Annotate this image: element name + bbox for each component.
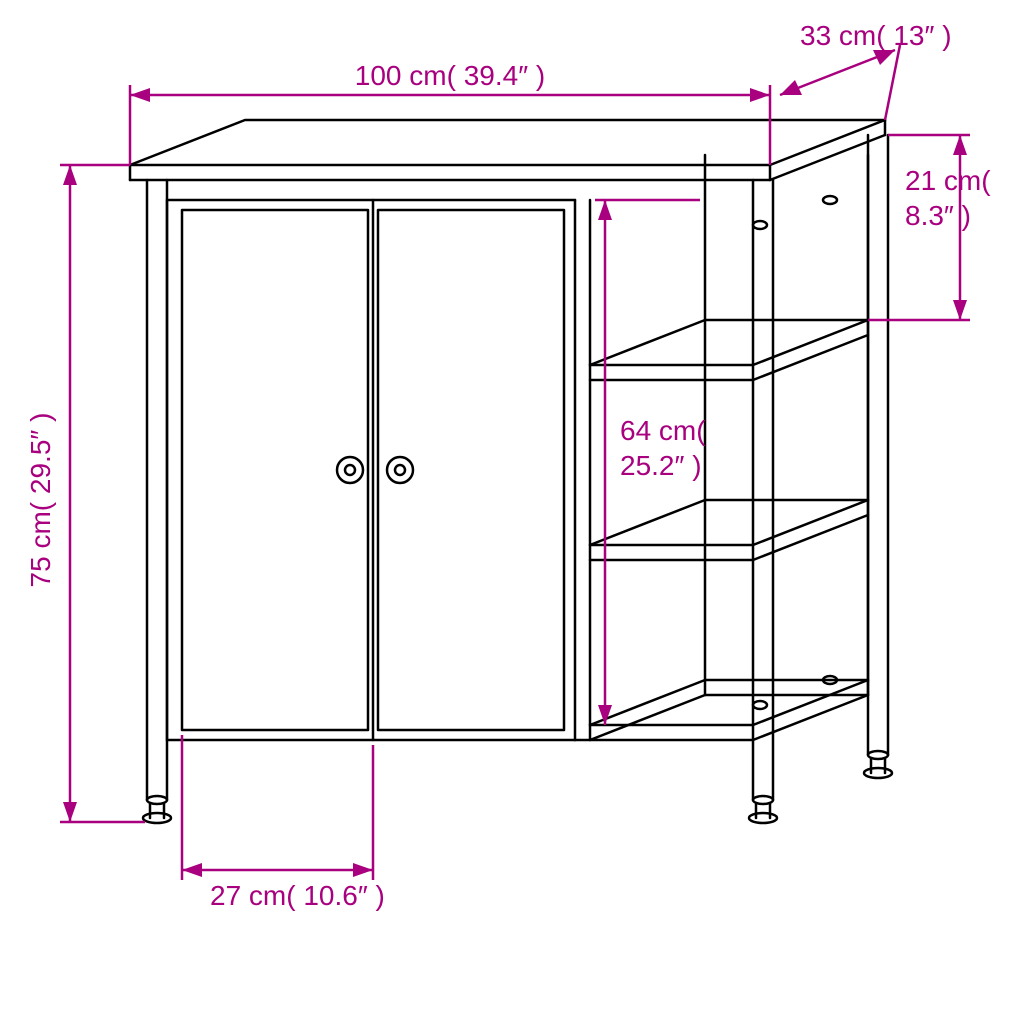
- dim-top-shelf-label-l1: 21 cm(: [905, 165, 991, 196]
- dim-inner-height-label-l1: 64 cm(: [620, 415, 706, 446]
- dim-depth-label: 33 cm( 13″ ): [800, 20, 952, 51]
- dim-door-width: 27 cm( 10.6″ ): [182, 735, 385, 911]
- dim-inner-height-label-l2: 25.2″ ): [620, 450, 702, 481]
- cabinet-outline: [130, 120, 892, 823]
- dim-width: 100 cm( 39.4″ ): [130, 60, 770, 165]
- dimension-annotations: 100 cm( 39.4″ ) 33 cm( 13″ ) 75 cm( 29.5…: [25, 20, 991, 911]
- cabinet-dimension-diagram: 100 cm( 39.4″ ) 33 cm( 13″ ) 75 cm( 29.5…: [0, 0, 1024, 1024]
- dim-depth: 33 cm( 13″ ): [780, 20, 952, 120]
- dim-door-width-label: 27 cm( 10.6″ ): [210, 880, 385, 911]
- dim-inner-height: 64 cm( 25.2″ ): [595, 200, 706, 725]
- dim-top-shelf-label-l2: 8.3″ ): [905, 200, 971, 231]
- dim-height-label: 75 cm( 29.5″ ): [25, 413, 56, 588]
- dim-height: 75 cm( 29.5″ ): [25, 165, 145, 822]
- dim-top-shelf: 21 cm( 8.3″ ): [868, 135, 991, 320]
- dim-width-label: 100 cm( 39.4″ ): [355, 60, 545, 91]
